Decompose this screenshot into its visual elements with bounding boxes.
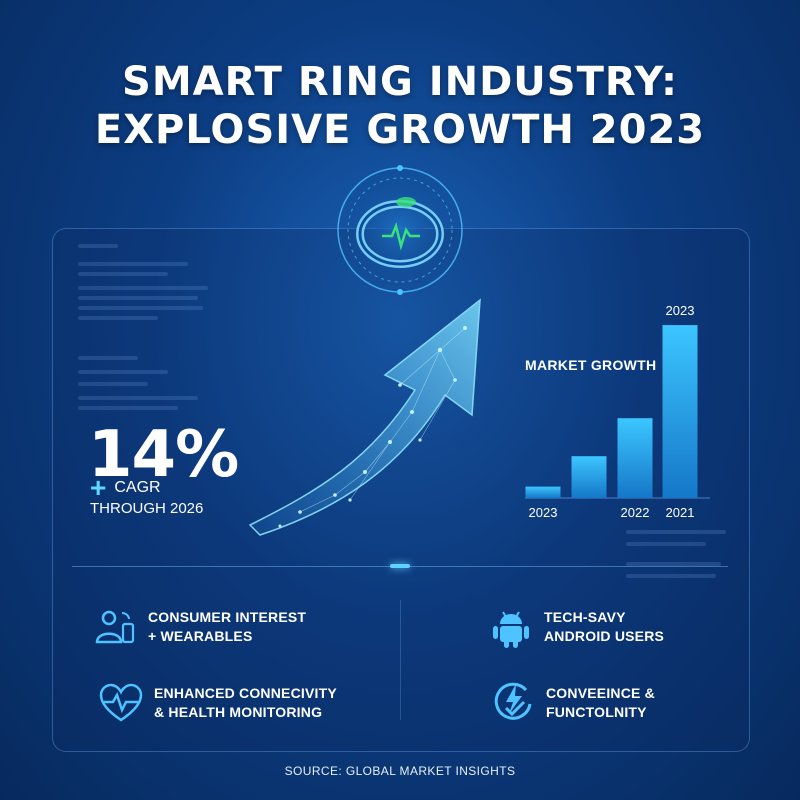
bar-0 [525, 486, 561, 498]
x-tick-label-0: 2023 [529, 505, 558, 520]
growth-arrow-icon [248, 298, 481, 536]
feature-connectivity-health: ENHANCED CONNECIVITY & HEALTH MONITORING [98, 680, 337, 726]
x-tick-label-2: 2022 [621, 505, 650, 520]
feature-4-line-1: CONVEEINCE & [546, 685, 655, 701]
feature-convenience: CONVEEINCE & FUNCTOLNITY [490, 680, 655, 726]
feature-4-line-2: FUNCTOLNITY [546, 704, 647, 720]
user-devices-icon [95, 610, 135, 644]
bar-2 [617, 418, 653, 498]
feature-1-line-2: + WEARABLES [148, 628, 253, 644]
cagr-period: THROUGH 2026 [90, 500, 204, 517]
feature-1-line-1: CONSUMER INTEREST [148, 609, 307, 625]
smart-ring-icon [334, 164, 466, 296]
android-icon [493, 611, 529, 648]
feature-column-divider [400, 600, 401, 720]
feature-2-line-1: TECH-SAVY [544, 609, 626, 625]
plus-icon: + [90, 472, 107, 503]
feature-3-line-2: & HEALTH MONITORING [154, 704, 323, 720]
lightning-check-icon [494, 682, 532, 720]
heart-pulse-icon [99, 683, 143, 722]
x-tick-label-3: 2021 [666, 505, 695, 520]
feature-3-line-1: ENHANCED CONNECIVITY [154, 685, 337, 701]
cagr-value: 14% [88, 418, 239, 492]
title-line-1: SMART RING INDUSTRY: [122, 59, 678, 105]
panel-divider-accent [390, 564, 410, 568]
feature-2-line-2: ANDROID USERS [544, 628, 665, 644]
cagr-label: CAGR [114, 479, 161, 496]
chart-title: MARKET GROWTH [525, 357, 657, 373]
feature-consumer-interest: CONSUMER INTEREST + WEARABLES [92, 604, 306, 650]
market-growth-chart: 2023 2022 2021 2023 [525, 303, 710, 520]
top-bar-label: 2023 [666, 303, 695, 318]
bar-1 [571, 456, 607, 498]
title-line-2: EXPLOSIVE GROWTH 2023 [94, 107, 706, 153]
bar-3 [662, 325, 698, 498]
feature-android-users: TECH-SAVY ANDROID USERS [488, 604, 664, 650]
cagr-label-row: + CAGR [90, 472, 161, 503]
source-note: SOURCE: GLOBAL MARKET INSIGHTS [284, 764, 516, 778]
